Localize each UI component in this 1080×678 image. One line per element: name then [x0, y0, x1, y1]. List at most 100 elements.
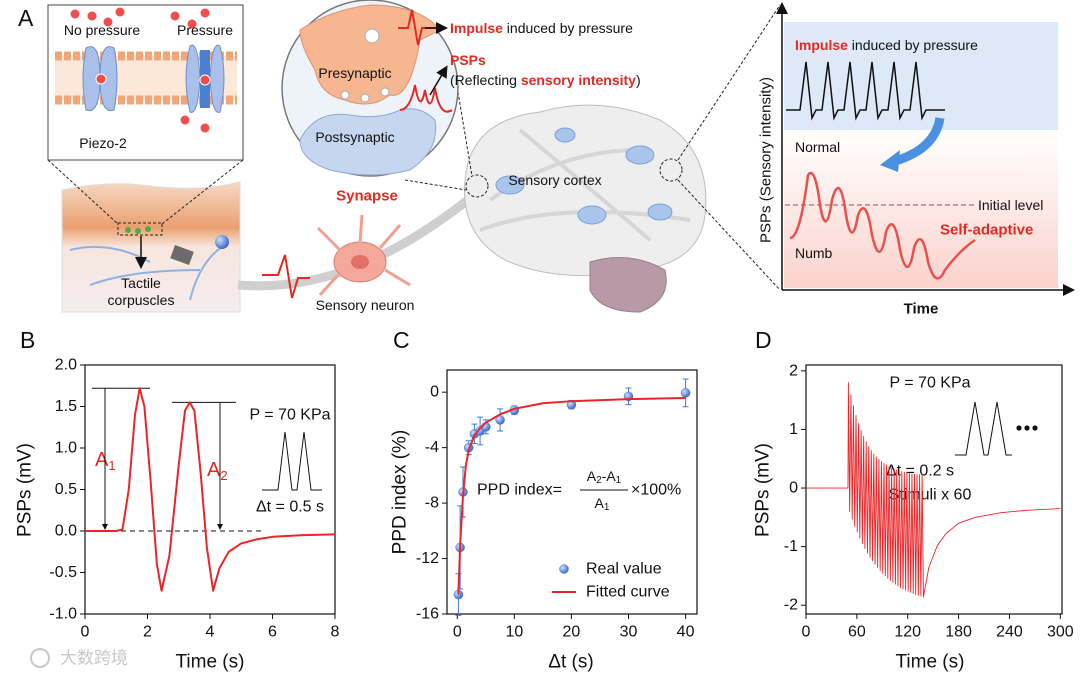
line: [85, 387, 336, 592]
y-tick-label: -4: [425, 439, 439, 456]
panel-label: C: [393, 327, 410, 353]
label: Initial level: [978, 197, 1043, 213]
postsynaptic: [299, 108, 437, 176]
y-tick-label: -16: [416, 606, 439, 623]
label: Presynaptic: [318, 65, 391, 81]
corpuscle: [215, 235, 229, 249]
impulse-wave: [786, 61, 945, 121]
label: Numb: [795, 245, 833, 261]
channel: [185, 44, 225, 113]
y-tick-label: -1: [784, 538, 798, 555]
x-tick-label: 0: [802, 624, 811, 641]
caption: PSPs: [450, 52, 486, 68]
label: Sensory neuron: [316, 297, 415, 313]
channel: [82, 46, 118, 112]
x-axis-label: Time (s): [896, 652, 965, 673]
impulse-wave: [262, 254, 310, 299]
zoom-line: [47, 159, 119, 225]
y-axis-label: PSPs (mV): [753, 443, 774, 537]
caption: Impulse induced by pressure: [795, 37, 978, 53]
zoom-line: [161, 159, 244, 225]
x-tick-label: 20: [563, 624, 581, 641]
x-tick-label: 40: [677, 624, 695, 641]
x-tick-label: 0: [81, 624, 90, 641]
x-tick-label: 240: [996, 624, 1023, 641]
label: Tactile: [121, 275, 161, 291]
y-tick-label: -1.0: [49, 606, 77, 623]
x-axis-label: Time (s): [176, 652, 245, 673]
label: Self-adaptive: [940, 222, 1033, 239]
panel-label: A: [18, 5, 34, 31]
panel-label: B: [20, 327, 35, 353]
plot-frame: [446, 369, 698, 615]
cerebellum: [589, 257, 667, 313]
label: corpuscles: [108, 292, 175, 308]
x-tick-label: 6: [268, 624, 277, 641]
label: Sensory cortex: [508, 172, 601, 188]
y-tick-label: 0.0: [55, 523, 77, 540]
line: [806, 382, 1061, 598]
x-tick-label: 30: [620, 624, 638, 641]
plot-frame: [805, 364, 1063, 615]
x-tick-label: 8: [331, 624, 340, 641]
axis-label: PSPs (Sensory intensity): [758, 77, 775, 243]
y-axis-label: PSPs (mV): [15, 443, 36, 537]
label: Postsynaptic: [315, 129, 394, 145]
y-tick-label: 1.0: [55, 440, 77, 457]
y-tick-label: 0.5: [55, 481, 77, 498]
annotation: P = 70 KPa: [249, 407, 330, 424]
annotation: Δt = 0.2 s: [886, 463, 954, 480]
annotation: A2: [207, 459, 228, 483]
y-tick-label: 0: [430, 384, 439, 401]
label: Pressure: [177, 22, 233, 38]
ions: [69, 6, 211, 134]
y-tick-label: -8: [425, 495, 439, 512]
axis-label: Time: [904, 301, 939, 318]
formula: PPD index=: [477, 482, 562, 499]
x-tick-label: 300: [1047, 624, 1074, 641]
label: Synapse: [336, 188, 398, 205]
arrow: [890, 117, 945, 167]
y-axis-label: PPD index (%): [390, 430, 411, 555]
y-tick-label: -0.5: [49, 564, 77, 581]
formula: A2-A1: [587, 468, 622, 486]
x-tick-label: 4: [206, 624, 215, 641]
annotation: P = 70 KPa: [889, 375, 970, 392]
formula: ×100%: [631, 482, 681, 499]
caption: Impulse induced by pressure: [450, 20, 633, 36]
label: No pressure: [64, 22, 140, 38]
y-tick-label: -2: [784, 597, 798, 614]
x-tick-label: 120: [894, 624, 921, 641]
corpuscle: [170, 245, 194, 265]
line: [457, 397, 686, 595]
annotation: Δt = 0.5 s: [256, 499, 324, 516]
panel-a: A Tactile corpuscles No pressure Pressur…: [18, 0, 1075, 318]
y-tick-label: 1: [789, 421, 798, 438]
x-tick-label: 2: [143, 624, 152, 641]
label: Normal: [795, 139, 840, 155]
caption: (Reflecting sensory intensity): [450, 72, 641, 88]
formula: A1: [595, 495, 610, 513]
y-tick-label: 2.0: [55, 357, 77, 374]
y-tick-label: 2: [789, 362, 798, 379]
zoom-box: [117, 222, 163, 236]
x-tick-label: 0: [453, 624, 462, 641]
y-tick-label: 0: [789, 480, 798, 497]
legend-label: Real value: [586, 561, 662, 578]
point: [566, 399, 577, 410]
x-axis-label: Δt (s): [548, 652, 593, 673]
psp-wave: [399, 84, 453, 113]
watermark-logo: [30, 648, 50, 668]
panel-label: D: [755, 327, 772, 353]
label: Piezo-2: [79, 135, 127, 151]
y-tick-label: 1.5: [55, 398, 77, 415]
legend-label: Fitted curve: [586, 584, 670, 601]
pulse-icon: [262, 431, 322, 491]
watermark: 大数跨境: [60, 649, 128, 668]
x-tick-label: 10: [505, 624, 523, 641]
x-tick-label: 60: [848, 624, 866, 641]
legend-marker: [559, 564, 569, 574]
psp-wave: [789, 171, 976, 280]
y-tick-label: -12: [416, 550, 439, 567]
